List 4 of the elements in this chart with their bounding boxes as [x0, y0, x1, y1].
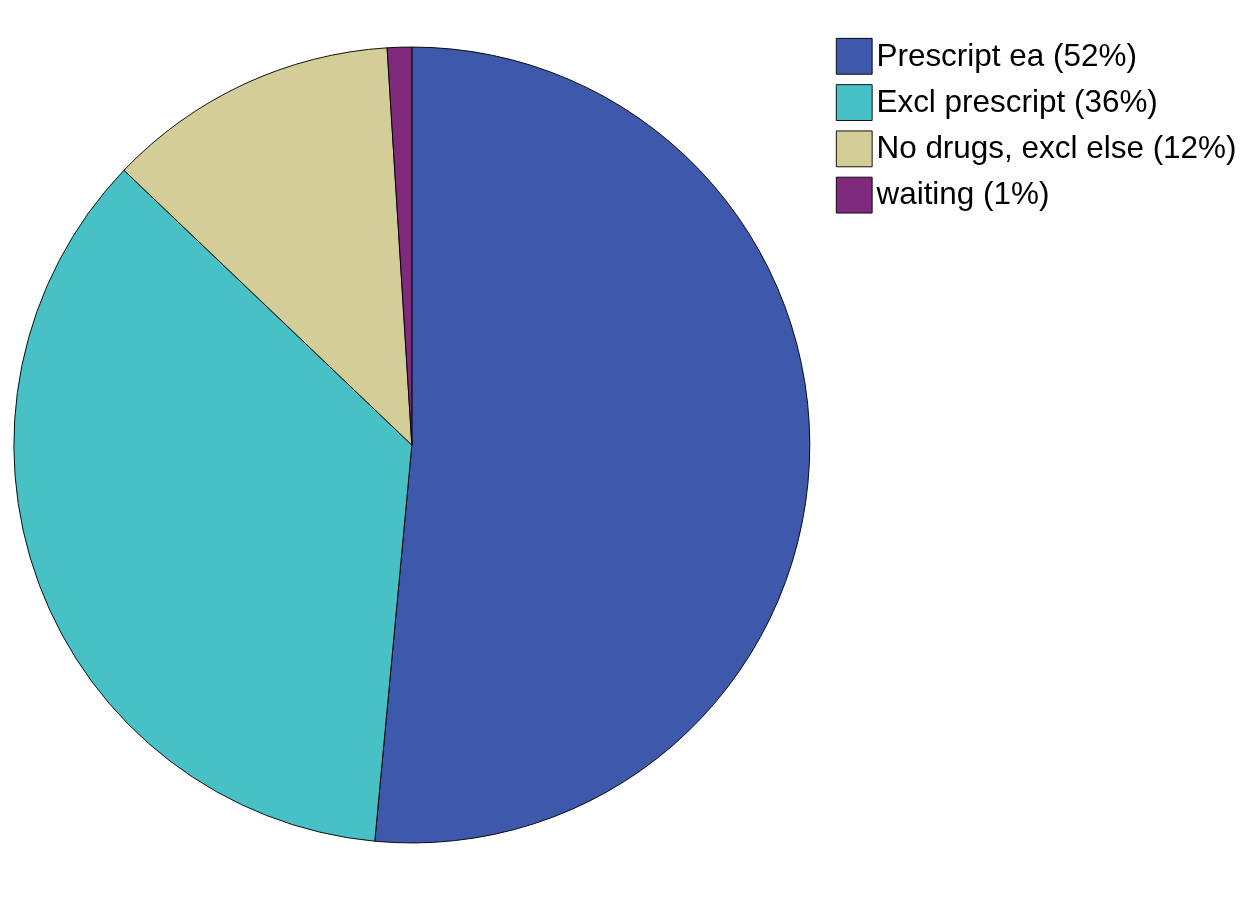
legend-label: waiting (1%) — [875, 176, 1050, 212]
legend-label: No drugs, excl else (12%) — [876, 130, 1237, 166]
legend-label: Prescript ea (52%) — [876, 37, 1137, 73]
legend-label: Excl prescript (36%) — [876, 83, 1158, 119]
